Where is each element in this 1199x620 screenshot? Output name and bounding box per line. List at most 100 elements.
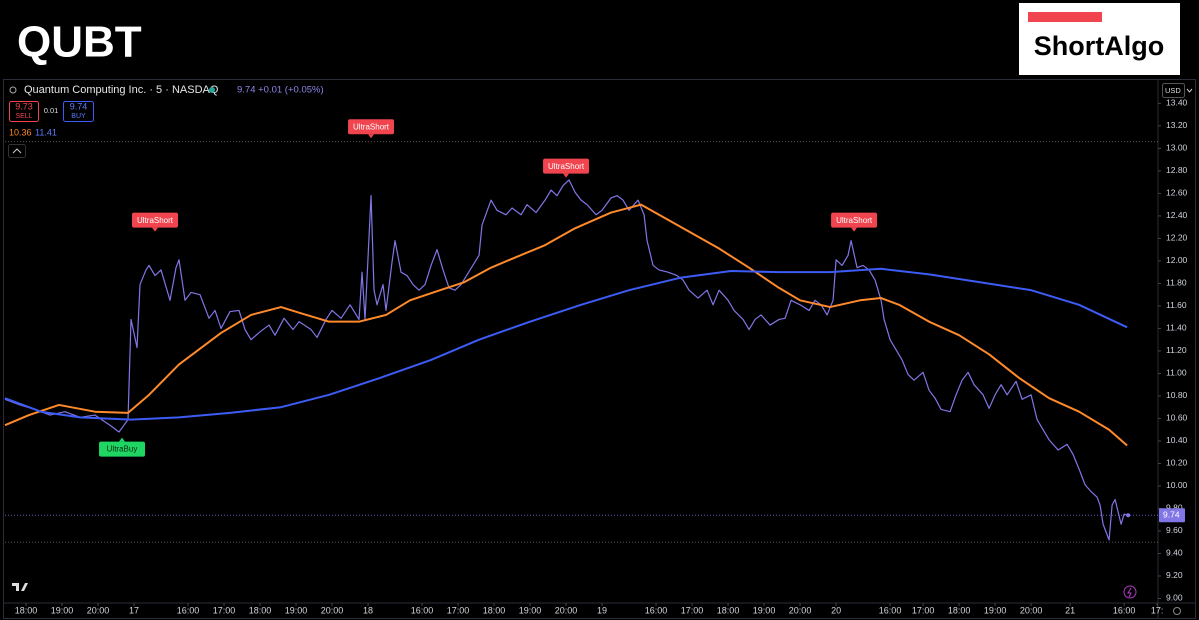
y-tick-label: 11.40 [1166,323,1187,333]
y-tick-label: 9.60 [1166,525,1183,535]
ma-value: 11.41 [35,127,57,137]
y-tick-label: 11.00 [1166,368,1187,378]
y-tick-label: 10.20 [1166,458,1188,468]
signal-pointer [368,134,375,139]
symbol: Quantum Computing Inc. · 5 · NASDAQ [24,84,219,96]
logo-bar [1028,12,1102,22]
x-tick-label: 17:00 [447,605,470,615]
signal: UltraShort [348,119,395,139]
ma-value: 10.36 [9,127,32,137]
y-tick-label: 12.40 [1166,210,1188,220]
x-tick-label: 18 [363,605,373,615]
buy-price: 9.74 [70,101,88,111]
currency-button[interactable] [1162,83,1185,98]
market-dot [209,87,215,93]
brand-name: ShortAlgo [1034,31,1164,61]
lightning-icon[interactable] [1123,585,1137,599]
moving-average [4,267,1128,421]
signal-label: UltraShort [137,216,174,225]
y-tick-label: 9.00 [1166,593,1183,603]
y-tick-label: 10.00 [1166,480,1188,490]
x-tick-label: 16:00 [177,605,200,615]
spread: 0.01 [44,106,59,115]
x-tick-label: 17 [129,605,139,615]
y-tick-label: 11.20 [1166,345,1187,355]
x-tick-label: 19 [597,605,607,615]
y-tick-label: 10.40 [1166,435,1188,445]
signal-box [132,212,179,228]
signal-label: UltraBuy [107,445,138,454]
y-tick-label: 10.60 [1166,413,1188,423]
signal-pointer [563,173,570,178]
signal: UltraBuy [99,437,146,457]
panel-border [3,79,1196,619]
signal-box [348,119,395,135]
sell-box[interactable] [9,101,39,122]
x-tick-label: 20:00 [789,605,812,615]
symbol-icon [9,86,17,94]
signal-pointer [152,227,159,232]
x-tick-label: 19:00 [753,605,776,615]
header: Quantum Computing Inc. · 5 · NASDAQ 9.74… [8,83,1193,615]
signal-box [543,158,590,174]
signal-label: UltraShort [353,122,390,131]
x-tick-label: 18:00 [483,605,506,615]
sell-label: SELL [15,113,32,120]
y-tick-label: 12.00 [1166,255,1188,265]
x-tick-label: 17: [1151,605,1164,615]
x-tick-label: 18:00 [948,605,971,615]
dropdown-icon [1186,88,1193,93]
y-tick-label: 9.80 [1166,503,1183,513]
signal: UltraShort [132,212,179,232]
x-tick-label: 20:00 [1020,605,1043,615]
signal-label: UltraShort [548,162,585,171]
y-tick-label: 9.40 [1166,548,1183,558]
y-tick-label: 12.20 [1166,233,1188,243]
x-tick-label: 21 [1065,605,1075,615]
last-price-dot [1126,513,1131,518]
x-tick-label: 20:00 [87,605,110,615]
x-tick-label: 19:00 [285,605,308,615]
x-tick-label: 16:00 [645,605,668,615]
y-tick-label: 11.60 [1166,300,1187,310]
x-tick-label: 20:00 [321,605,344,615]
y-tick-label: 13.00 [1166,143,1188,153]
buy-label: BUY [71,113,86,120]
y-tick-label: 9.20 [1166,570,1183,580]
signal: UltraShort [831,212,878,232]
x-tick-label: 19:00 [51,605,74,615]
x-tick-label: 19:00 [984,605,1007,615]
collapse-button[interactable] [8,144,26,158]
signal-pointer [851,227,858,232]
y-tick-label: 12.60 [1166,188,1188,198]
x-tick-label: 19:00 [519,605,542,615]
collapse-icon [12,148,22,154]
x-tick-label: 18:00 [717,605,740,615]
ticker-title: QUBT [17,18,142,67]
x-tick-label: 20:00 [555,605,578,615]
settings-icon[interactable] [1173,607,1181,615]
currency: USD [1165,86,1181,95]
x-tick-label: 16:00 [879,605,902,615]
y-tick-label: 12.80 [1166,165,1188,175]
x-tick-label: 20 [831,605,841,615]
x-tick-label: 18:00 [15,605,38,615]
x-tick-label: 16:00 [1113,605,1136,615]
y-tick-label: 13.20 [1166,120,1188,130]
brand-logo: ShortAlgo [1019,3,1180,75]
x-tick-label: 16:00 [411,605,434,615]
moving-average [4,203,1128,447]
sell-price: 9.73 [15,101,33,111]
buy-box[interactable] [63,101,94,122]
x-tick-label: 17:00 [681,605,704,615]
price-line-series [4,179,1128,541]
x-tick-label: 17:00 [213,605,236,615]
signal-box [99,441,146,457]
y-tick-label: 13.40 [1166,98,1188,108]
signal-box [831,212,878,228]
lightning-bolt [1127,587,1132,598]
x-tick-label: 18:00 [249,605,272,615]
tv-logo [12,583,28,591]
